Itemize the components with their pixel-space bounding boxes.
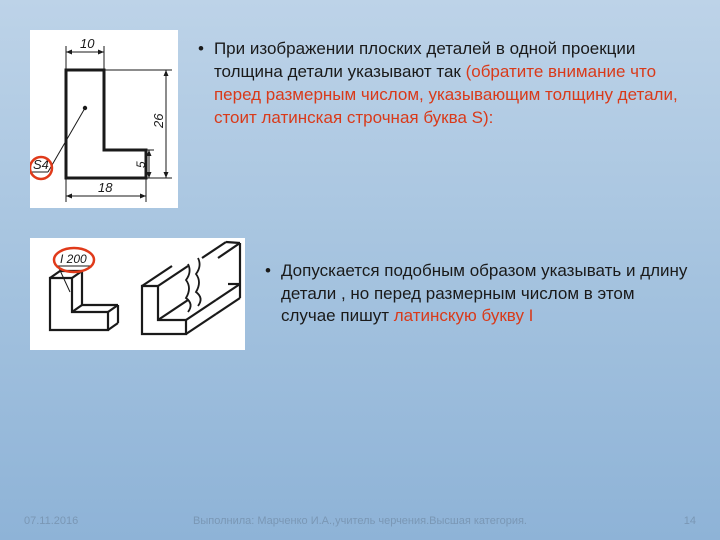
footer: 07.11.2016 Выполнила: Марченко И.А.,учит… [0,514,720,528]
bullet-dot-2: • [265,260,271,329]
slide-content: 10 26 5 18 [0,0,720,350]
bullet-2-red: латинскую букву I [394,306,534,325]
svg-text:18: 18 [98,180,113,195]
footer-date: 07.11.2016 [24,515,104,527]
footer-page: 14 [616,515,696,527]
row-1: 10 26 5 18 [30,30,690,208]
svg-text:26: 26 [151,113,166,129]
svg-text:10: 10 [80,36,95,51]
diagram-1: 10 26 5 18 [30,30,178,208]
svg-text:5: 5 [134,161,148,168]
diagram-2: I 200 [30,238,245,350]
text-block-2: • Допускается подобным образом указывать… [265,260,690,329]
row-2: I 200 [30,238,690,350]
footer-author: Выполнила: Марченко И.А.,учитель черчени… [104,514,616,528]
svg-text:I 200: I 200 [60,252,87,266]
bullet-dot-1: • [198,38,204,130]
bullet-1-text: При изображении плоских деталей в одной … [214,38,690,130]
bullet-1: • При изображении плоских деталей в одно… [198,38,690,130]
text-block-1: • При изображении плоских деталей в одно… [198,30,690,130]
bullet-2: • Допускается подобным образом указывать… [265,260,690,329]
bullet-2-text: Допускается подобным образом указывать и… [281,260,690,329]
